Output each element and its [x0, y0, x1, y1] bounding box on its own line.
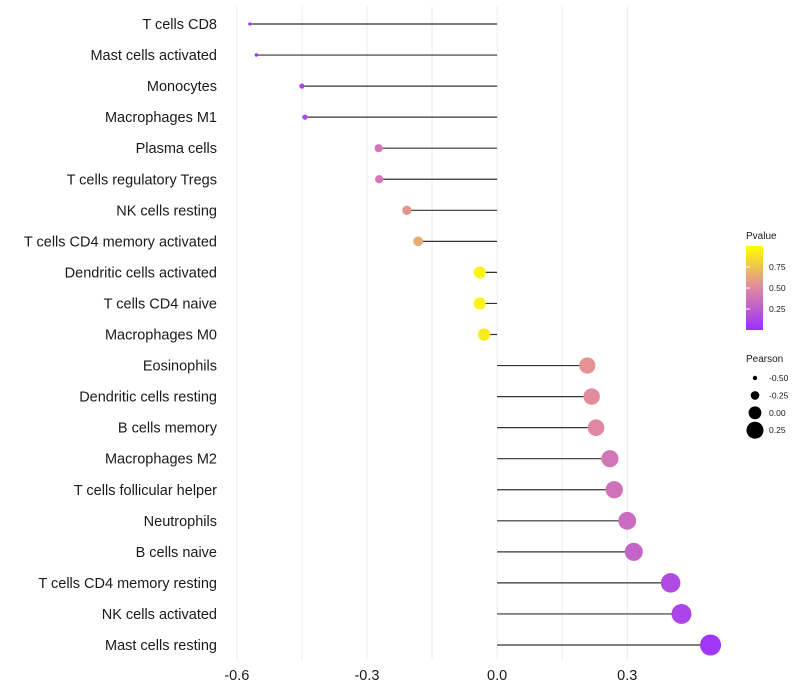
- pvalue-legend: Pvalue 0.75 0.50 0.25: [746, 231, 786, 330]
- lollipop-point: [671, 603, 692, 624]
- category-label: T cells CD4 memory activated: [24, 234, 217, 250]
- category-label: Macrophages M2: [105, 452, 217, 468]
- category-label: Neutrophils: [144, 514, 217, 530]
- lollipop-point: [601, 450, 619, 468]
- category-label: B cells naive: [136, 545, 217, 561]
- lollipop-point: [605, 481, 623, 499]
- x-tick-label: -0.6: [224, 668, 249, 684]
- lollipop-point: [473, 266, 486, 279]
- category-label: T cells follicular helper: [74, 483, 217, 499]
- lollipop-point: [248, 22, 252, 26]
- size-legend-label: -0.25: [769, 390, 789, 400]
- lollipop-point: [624, 542, 643, 561]
- x-tick-label: 0.0: [487, 668, 507, 684]
- colorbar-tick-label: 0.50: [769, 283, 786, 293]
- category-label: Mast cells resting: [105, 638, 217, 654]
- category-label: Eosinophils: [143, 359, 217, 375]
- lollipop-point: [375, 175, 384, 184]
- category-label: T cells CD8: [142, 17, 217, 33]
- gridlines: [236, 6, 628, 660]
- colorbar-tick-label: 0.25: [769, 304, 786, 314]
- lollipop-point: [477, 328, 491, 341]
- lollipop-segments: [249, 23, 711, 646]
- lollipop-point: [583, 388, 600, 405]
- lollipop-points: [248, 22, 722, 656]
- category-label: Dendritic cells activated: [65, 265, 217, 281]
- lollipop-point: [299, 83, 305, 89]
- pvalue-colorbar: [746, 246, 763, 330]
- lollipop-point: [618, 511, 637, 530]
- colorbar-tick-label: 0.75: [769, 262, 786, 272]
- category-label: Macrophages M1: [105, 110, 217, 126]
- size-legend-label: 0.00: [769, 408, 786, 418]
- lollipop-point: [699, 634, 722, 656]
- size-legend-key: [746, 421, 764, 439]
- lollipop-point: [660, 573, 681, 593]
- category-label: Plasma cells: [136, 141, 217, 157]
- pvalue-legend-title: Pvalue: [746, 231, 777, 242]
- lollipop-point: [254, 53, 259, 57]
- category-label: T cells regulatory Tregs: [67, 172, 217, 188]
- lollipop-point: [413, 236, 424, 247]
- pearson-legend-title: Pearson: [746, 354, 783, 365]
- category-label: NK cells resting: [116, 203, 217, 219]
- lollipop-point: [587, 419, 605, 436]
- x-tick-label: 0.3: [617, 668, 637, 684]
- pearson-legend: Pearson -0.50 -0.25 0.00 0.25: [746, 354, 789, 439]
- category-label: Macrophages M0: [105, 328, 217, 344]
- lollipop-point: [579, 357, 596, 374]
- size-legend-key: [748, 406, 762, 420]
- x-tick-label: -0.3: [354, 668, 379, 684]
- category-label: B cells memory: [118, 421, 218, 437]
- size-legend-key: [752, 375, 758, 381]
- category-label: NK cells activated: [102, 607, 217, 623]
- size-legend-label: -0.50: [769, 373, 789, 383]
- x-axis-ticks: -0.6 -0.3 0.0 0.3: [224, 668, 637, 684]
- lollipop-point: [402, 205, 412, 215]
- size-legend-label: 0.25: [769, 425, 786, 435]
- category-label: Mast cells activated: [90, 48, 217, 64]
- lollipop-point: [473, 297, 486, 310]
- category-label: T cells CD4 memory resting: [38, 576, 217, 592]
- category-label: Monocytes: [147, 79, 217, 95]
- size-legend-key: [750, 391, 760, 400]
- lollipop-point: [302, 114, 308, 120]
- category-label: Dendritic cells resting: [79, 390, 217, 406]
- category-labels: T cells CD8 Mast cells activated Monocytes…: [24, 17, 218, 654]
- category-label: T cells CD4 naive: [104, 296, 217, 312]
- lollipop-point: [374, 144, 383, 153]
